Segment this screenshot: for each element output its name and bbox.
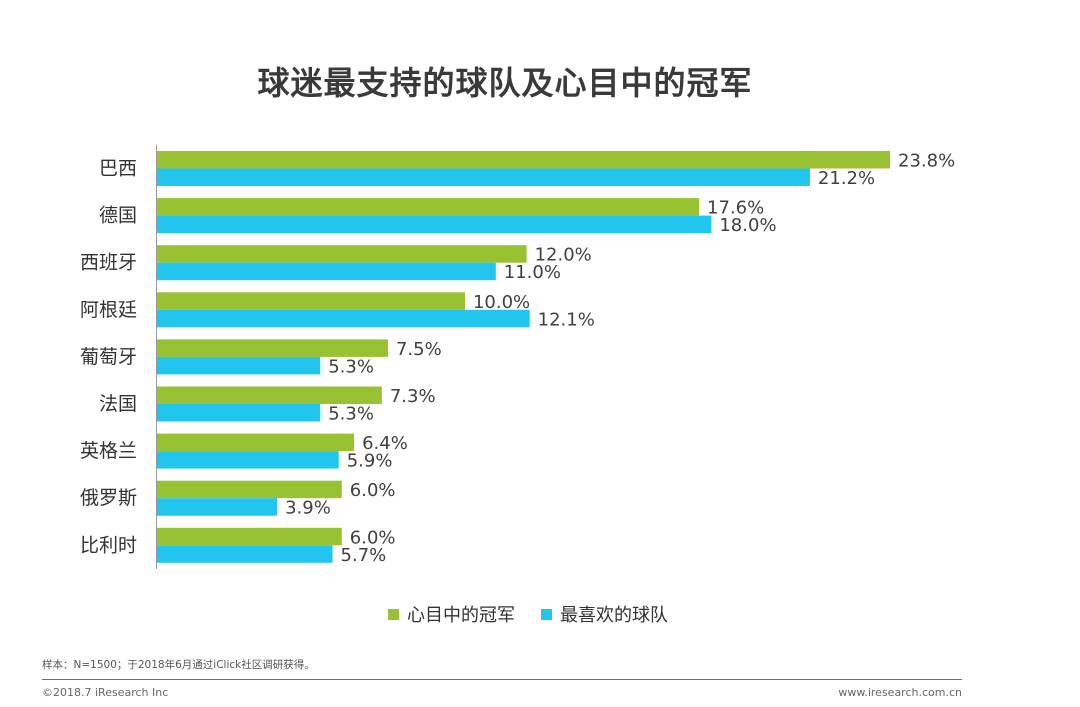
value-label-favorite: 12.1% <box>538 309 595 330</box>
value-label-champion: 6.0% <box>350 527 396 548</box>
bar-favorite <box>157 404 321 422</box>
bar-champion <box>157 151 890 169</box>
category-label: 葡萄牙 <box>80 346 137 368</box>
bar-champion <box>157 339 388 357</box>
bar-champion <box>157 433 355 452</box>
category-label: 巴西 <box>99 158 137 180</box>
value-label-favorite: 21.2% <box>818 168 875 189</box>
value-label-favorite: 18.0% <box>719 215 776 236</box>
bar-champion <box>157 292 465 310</box>
legend-item-champion: 心目中的冠军 <box>388 601 515 627</box>
value-label-favorite: 11.0% <box>504 262 561 283</box>
footer-divider <box>42 679 962 680</box>
value-label-champion: 7.3% <box>390 386 436 407</box>
category-label: 阿根廷 <box>80 299 137 321</box>
category-label: 比利时 <box>80 534 137 556</box>
bar-favorite <box>157 356 321 375</box>
value-label-favorite: 5.9% <box>347 451 393 472</box>
bar-champion <box>157 245 527 263</box>
bar-champion <box>157 386 382 404</box>
category-label: 英格兰 <box>80 440 137 462</box>
bar-favorite <box>157 498 278 516</box>
bar-champion <box>157 480 342 499</box>
bar-favorite <box>157 545 333 563</box>
bar-favorite <box>157 309 530 328</box>
sample-note: 样本：N=1500；于2018年6月通过iClick社区调研获得。 <box>42 659 315 671</box>
bars <box>157 151 890 563</box>
value-label-champion: 10.0% <box>473 292 530 313</box>
chart-title: 球迷最支持的球队及心目中的冠军 <box>257 64 753 102</box>
legend-swatch-favorite <box>541 608 552 620</box>
value-labels: 23.8% 21.2% 17.6%18.0% 12.0%11.0% 10.0% 12.1%… <box>285 151 955 566</box>
bar-favorite <box>157 215 712 234</box>
bar-champion <box>157 198 700 216</box>
legend: 心目中的冠军 最喜欢的球队 <box>388 601 694 627</box>
value-label-champion: 6.0% <box>350 480 396 501</box>
copyright-text: ©2018.7 iResearch Inc <box>42 686 169 699</box>
bar-favorite <box>157 451 339 469</box>
bar-favorite <box>157 262 496 281</box>
bar-favorite <box>157 168 810 186</box>
category-label: 西班牙 <box>80 252 137 274</box>
category-label: 俄罗斯 <box>80 487 137 509</box>
value-label-favorite: 5.3% <box>328 356 374 377</box>
website-text: www.iresearch.com.cn <box>838 686 962 699</box>
legend-swatch-champion <box>388 608 399 620</box>
value-label-favorite: 5.7% <box>341 545 387 566</box>
value-label-champion: 17.6% <box>707 198 764 219</box>
category-label: 德国 <box>99 205 137 227</box>
legend-label-champion: 心目中的冠军 <box>407 605 515 626</box>
legend-label-favorite: 最喜欢的球队 <box>560 605 668 626</box>
category-label: 法国 <box>99 393 137 415</box>
value-label-favorite: 3.9% <box>285 498 331 519</box>
value-label-champion: 23.8% <box>898 151 955 172</box>
value-label-champion: 12.0% <box>535 245 592 266</box>
legend-item-favorite: 最喜欢的球队 <box>541 601 668 627</box>
bar-champion <box>157 527 342 546</box>
value-label-champion: 7.5% <box>396 339 442 360</box>
value-label-favorite: 5.3% <box>328 404 374 425</box>
value-label-champion: 6.4% <box>362 433 408 454</box>
